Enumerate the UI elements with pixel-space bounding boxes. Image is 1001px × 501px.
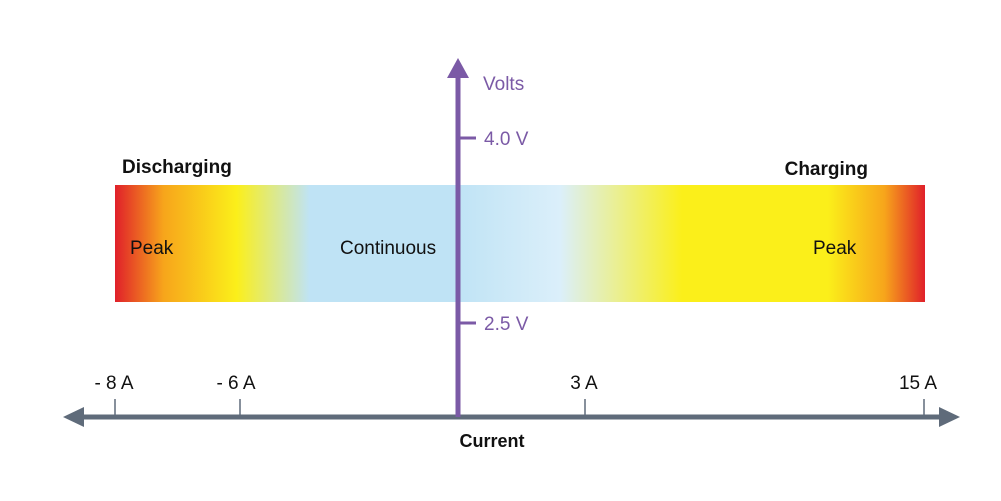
voltage-axis-title: Volts [483, 74, 524, 95]
voltage-axis: Volts 4.0 V 2.5 V [447, 58, 529, 417]
voltage-tick-label: 4.0 V [484, 129, 529, 150]
continuous-label: Continuous [340, 238, 436, 259]
discharging-label: Discharging [122, 157, 232, 178]
voltage-tick-label: 2.5 V [484, 314, 529, 335]
current-axis-arrow-right-icon [939, 407, 960, 427]
current-axis-title: Current [459, 431, 524, 451]
current-tick-label: 15 A [899, 373, 937, 394]
peak-discharge-label: Peak [130, 238, 174, 259]
current-tick-label: - 8 A [94, 373, 133, 394]
peak-charge-label: Peak [813, 238, 857, 259]
current-tick-label: - 6 A [216, 373, 255, 394]
voltage-axis-arrow-up-icon [447, 58, 469, 78]
current-axis: - 8 A - 6 A 3 A 15 A Current [63, 373, 960, 451]
charging-label: Charging [785, 159, 868, 180]
current-tick-label: 3 A [570, 373, 598, 394]
operating-range-band [115, 185, 925, 302]
current-axis-arrow-left-icon [63, 407, 84, 427]
